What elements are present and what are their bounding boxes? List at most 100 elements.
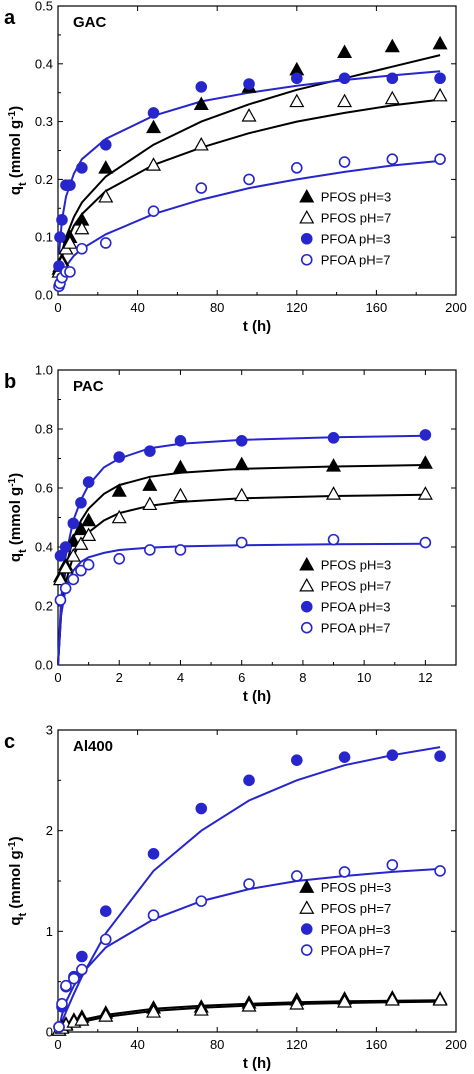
data-point-4	[174, 544, 187, 556]
x-tick-label: 80	[210, 300, 224, 315]
data-point-1	[326, 458, 342, 472]
plot-frame	[57, 729, 457, 1033]
data-point-3	[113, 451, 126, 463]
legend-marker-1	[299, 556, 315, 571]
legend-label-3: PFOA pH=3	[321, 232, 391, 247]
y-tick-label: 0	[46, 1025, 53, 1040]
data-point-4	[82, 558, 95, 571]
panel-letter: a	[4, 7, 16, 29]
y-tick-label: 0.2	[35, 172, 53, 187]
data-point-4	[386, 859, 399, 871]
legend-marker-4	[300, 944, 313, 956]
data-point-2	[146, 157, 162, 171]
data-point-3	[243, 78, 255, 90]
panel-title: GAC	[73, 14, 107, 31]
data-point-2	[98, 189, 114, 203]
x-tick-label: 2	[116, 670, 123, 685]
data-point-2	[241, 108, 257, 122]
y-tick-label: 0.3	[35, 114, 53, 129]
data-point-4	[147, 205, 160, 217]
data-point-4	[195, 895, 208, 907]
data-point-3	[338, 751, 351, 763]
data-point-3	[386, 749, 399, 761]
y-axis-label-sup: -1	[7, 477, 18, 486]
data-point-1	[172, 459, 188, 474]
y-axis-label-main: q	[7, 916, 24, 925]
data-point-1	[432, 35, 448, 50]
legend-label-2: PFOS pH=7	[321, 211, 391, 226]
data-point-3	[327, 432, 340, 444]
data-point-4	[67, 573, 80, 586]
data-point-4	[99, 237, 112, 249]
legend-marker-2	[299, 577, 315, 592]
data-point-4	[338, 866, 351, 878]
x-tick-label: 6	[238, 670, 245, 685]
legend-marker-2	[299, 210, 315, 224]
data-point-4	[235, 536, 248, 549]
data-point-3	[147, 107, 160, 119]
x-tick-label: 8	[299, 670, 306, 685]
y-tick-label: 0.0	[35, 288, 53, 303]
y-axis-label-sup: -1	[7, 110, 18, 119]
y-tick-label: 0.4	[35, 540, 53, 555]
data-point-4	[53, 1021, 65, 1033]
legend-marker-4	[300, 621, 313, 634]
legend-label-2: PFOS pH=7	[321, 579, 391, 594]
y-axis-label-close: )	[7, 106, 24, 111]
data-point-4	[386, 153, 399, 165]
data-point-2	[62, 235, 78, 249]
data-point-2	[81, 527, 97, 542]
y-axis-label-close: )	[7, 473, 24, 478]
data-point-2	[432, 87, 448, 102]
y-axis-label-sub: t	[17, 912, 29, 916]
data-point-3	[386, 72, 399, 85]
data-point-3	[174, 434, 187, 447]
y-axis-label-close: )	[7, 836, 24, 841]
legend-marker-1	[299, 879, 315, 893]
x-tick-label: 80	[210, 1037, 224, 1052]
data-point-1	[234, 456, 250, 471]
legend-label-1: PFOS pH=3	[321, 558, 391, 573]
data-point-3	[147, 848, 160, 860]
data-point-2	[74, 1012, 90, 1026]
y-tick-label: 0.5	[35, 0, 53, 14]
y-axis-label-unit: (mmol g	[7, 487, 24, 550]
fit-curve-3	[57, 746, 441, 1033]
data-point-2	[337, 994, 353, 1008]
y-axis-label: qt (mmol g-1)	[7, 836, 30, 925]
y-axis-label-main: q	[7, 186, 24, 195]
legend-label-4: PFOA pH=7	[321, 621, 391, 636]
data-point-1	[98, 160, 114, 174]
panel-c: 0 40 80 120 160 200 0 1 2 3 c Al400 t (h) qt (mmol g-…	[4, 723, 467, 1073]
data-point-4	[76, 963, 88, 976]
data-point-4	[338, 156, 351, 168]
x-tick-label: 0	[54, 1037, 61, 1052]
data-point-1	[417, 455, 433, 469]
legend-marker-4	[300, 253, 313, 266]
data-point-4	[144, 544, 156, 556]
data-point-2	[52, 571, 68, 586]
data-point-4	[243, 878, 255, 890]
legend-label-4: PFOA pH=7	[321, 253, 391, 268]
legend-label-1: PFOS pH=3	[321, 190, 391, 205]
y-tick-label: 0.1	[35, 230, 53, 245]
data-point-3	[75, 496, 87, 509]
panel-a: 0 40 80 120 160 200 0.0 0.1 0.2 0.3 0.4 0.5 a GAC t (h…	[4, 0, 467, 335]
x-tick-label: 40	[130, 1037, 144, 1052]
y-axis-label-sub: t	[17, 549, 29, 553]
x-tick-label: 160	[366, 1037, 388, 1052]
data-point-4	[434, 153, 446, 165]
data-point-3	[76, 162, 88, 174]
y-axis-label-unit: (mmol g	[7, 120, 24, 183]
data-point-3	[82, 476, 95, 488]
legend-marker-3	[300, 600, 313, 613]
data-point-2	[65, 548, 81, 562]
data-point-3	[434, 72, 446, 85]
data-point-4	[64, 266, 76, 278]
data-point-4	[68, 972, 80, 985]
data-point-3	[67, 517, 80, 530]
data-point-3	[99, 905, 112, 918]
fit-curve-3	[58, 70, 441, 255]
data-point-2	[289, 996, 305, 1010]
y-tick-label: 1.0	[35, 363, 53, 378]
